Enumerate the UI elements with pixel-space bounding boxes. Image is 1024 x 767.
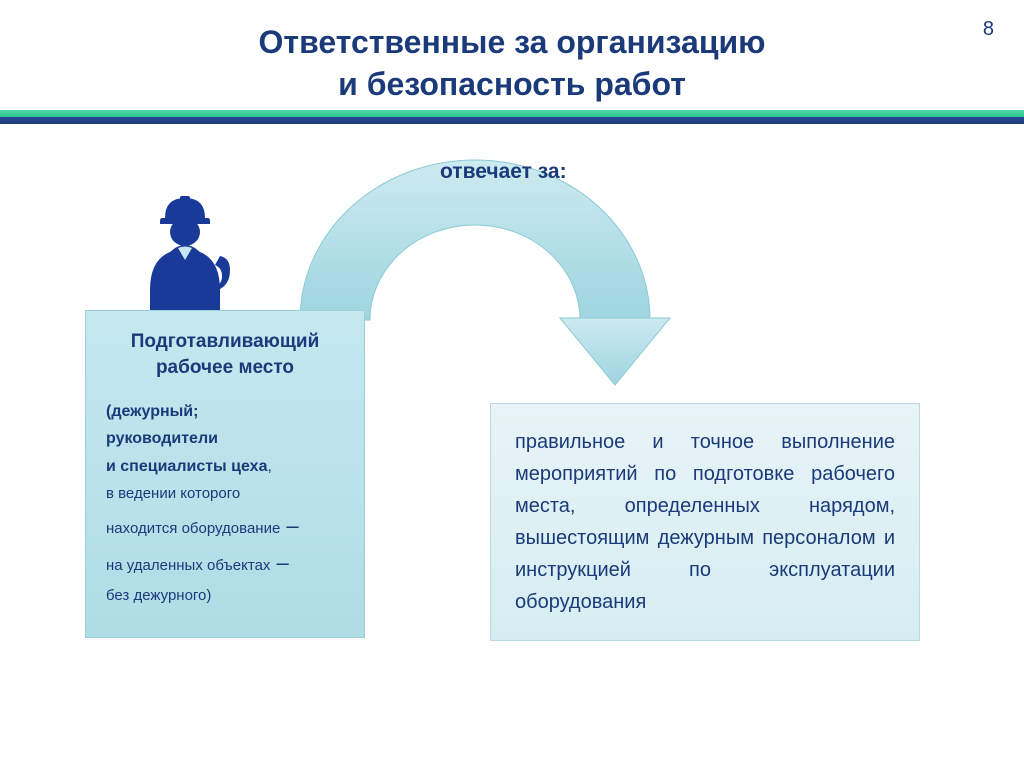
right-description-box: правильное и точное выполнение мероприят… <box>490 403 920 641</box>
left-box-title: Подготавливающий рабочее место <box>106 329 344 380</box>
left-body-l6a: на удаленных объектах <box>106 557 270 574</box>
left-body-l5d: – <box>280 513 298 538</box>
left-role-box: Подготавливающий рабочее место (дежурный… <box>85 310 365 638</box>
left-body-l5a: находится оборудование <box>106 520 280 537</box>
left-body-l2: руководители <box>106 430 218 447</box>
worker-icon <box>130 190 240 320</box>
page-number: 8 <box>983 18 994 41</box>
header-divider <box>0 110 1024 124</box>
title-line-1: Ответственные за организацию <box>259 24 766 60</box>
left-title-l2: рабочее место <box>156 357 294 378</box>
left-body-l3t: , <box>267 458 271 475</box>
left-body-l7: без дежурного) <box>106 587 211 604</box>
page-title: Ответственные за организацию и безопасно… <box>0 0 1024 105</box>
arrow-label: отвечает за: <box>440 160 567 184</box>
left-body-l3b: и специалисты цеха <box>106 458 267 475</box>
left-box-body: (дежурный; руководители и специалисты це… <box>106 398 344 609</box>
left-body-l1: (дежурный; <box>106 403 198 420</box>
title-line-2: и безопасность работ <box>338 66 686 102</box>
left-body-l4: в ведении которого <box>106 485 240 502</box>
left-title-l1: Подготавливающий <box>131 331 320 352</box>
right-box-text: правильное и точное выполнение мероприят… <box>515 431 895 613</box>
left-body-l6d: – <box>270 550 288 575</box>
